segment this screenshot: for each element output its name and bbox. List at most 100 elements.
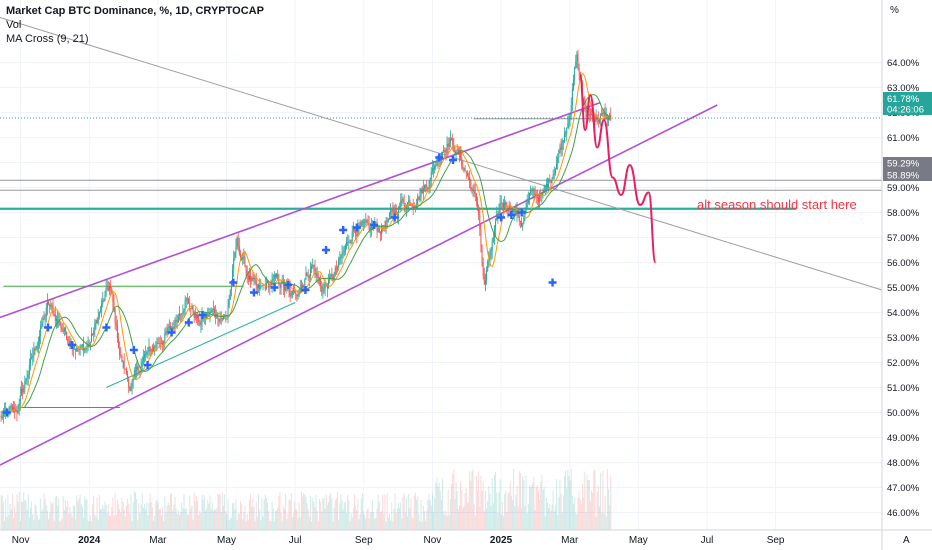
candle-body bbox=[9, 406, 11, 410]
candle-body bbox=[66, 331, 68, 339]
volume-bar bbox=[576, 514, 578, 530]
volume-bar bbox=[148, 502, 150, 530]
volume-bar bbox=[90, 521, 92, 530]
volume-bar bbox=[236, 520, 238, 530]
candle-body bbox=[537, 197, 539, 202]
volume-bar bbox=[447, 489, 449, 530]
candle-body bbox=[470, 180, 472, 189]
candle-body bbox=[78, 349, 80, 350]
volume-bar bbox=[405, 498, 407, 530]
volume-bar bbox=[505, 491, 507, 530]
auto-scale-button[interactable]: A bbox=[903, 535, 910, 546]
volume-bar bbox=[308, 516, 310, 530]
candle-body bbox=[384, 225, 386, 229]
candle-body bbox=[480, 228, 482, 247]
candle-body bbox=[132, 376, 134, 381]
volume-bar bbox=[242, 519, 244, 530]
volume-bar bbox=[444, 514, 446, 530]
candle-body bbox=[536, 197, 538, 198]
candle-body bbox=[305, 272, 307, 280]
volume-bar bbox=[528, 485, 530, 530]
volume-bar bbox=[151, 507, 153, 530]
candle-body bbox=[346, 241, 348, 246]
volume-bar bbox=[343, 502, 345, 530]
volume-bar bbox=[235, 498, 237, 530]
candle-body bbox=[601, 113, 603, 116]
volume-bar bbox=[304, 494, 306, 530]
candle-body bbox=[550, 181, 552, 183]
candle-body bbox=[393, 212, 395, 215]
volume-bar bbox=[102, 505, 104, 530]
candle-body bbox=[261, 285, 263, 287]
volume-bar bbox=[46, 510, 48, 530]
candle-body bbox=[168, 325, 170, 329]
candle-body bbox=[102, 300, 104, 304]
volume-bar bbox=[524, 506, 526, 530]
candle-body bbox=[190, 308, 192, 310]
volume-bar bbox=[251, 506, 253, 530]
candle-body bbox=[440, 154, 442, 157]
volume-bar bbox=[2, 501, 4, 530]
candle-body bbox=[528, 192, 530, 200]
y-tick-label: 47.00% bbox=[887, 483, 920, 494]
volume-bar bbox=[111, 507, 113, 530]
volume-bar bbox=[198, 514, 200, 530]
legend-title[interactable]: Market Cap BTC Dominance, %, 1D, CRYPTOC… bbox=[6, 5, 264, 17]
auto-scale-label[interactable]: A bbox=[903, 535, 910, 546]
volume-bar bbox=[437, 486, 439, 530]
cross-marker bbox=[44, 323, 53, 332]
volume-bar bbox=[322, 498, 324, 530]
volume-bar bbox=[34, 503, 36, 530]
candle-body bbox=[60, 325, 62, 329]
volume-bar bbox=[213, 509, 215, 530]
candle-body bbox=[229, 289, 231, 300]
candle-body bbox=[516, 210, 518, 215]
volume-bar bbox=[118, 503, 120, 530]
candle-body bbox=[8, 409, 10, 411]
volume-bar bbox=[261, 498, 263, 530]
long-trend-line bbox=[0, 17, 883, 291]
volume-bar bbox=[554, 504, 556, 530]
candle-body bbox=[193, 311, 195, 318]
candle-body bbox=[83, 344, 85, 351]
candle-body bbox=[338, 259, 340, 267]
candle-body bbox=[490, 250, 492, 256]
candle-body bbox=[163, 340, 165, 345]
volume-bar bbox=[460, 481, 462, 530]
candle-body bbox=[574, 67, 576, 80]
volume-bar bbox=[560, 493, 562, 530]
volume-bar bbox=[252, 498, 254, 530]
legend-vol[interactable]: Vol bbox=[6, 19, 22, 31]
volume-bar bbox=[517, 506, 519, 530]
candle-body bbox=[120, 354, 122, 356]
volume-bar bbox=[200, 513, 202, 530]
candle-body bbox=[191, 306, 193, 310]
volume-bar bbox=[267, 502, 269, 530]
candle-body bbox=[321, 285, 323, 293]
volume-bar bbox=[423, 511, 425, 530]
candle-body bbox=[396, 213, 398, 216]
volume-bar bbox=[500, 514, 502, 530]
volume-bar bbox=[329, 495, 331, 530]
cross-marker bbox=[229, 278, 238, 287]
candle-body bbox=[523, 216, 525, 224]
candle-body bbox=[39, 335, 41, 342]
candle-body bbox=[342, 252, 344, 254]
volume-bar bbox=[33, 519, 35, 530]
candle-body bbox=[547, 184, 549, 188]
candle-body bbox=[89, 342, 91, 347]
volume-bar bbox=[502, 515, 504, 530]
volume-bar bbox=[279, 492, 281, 530]
volume-bar bbox=[474, 515, 476, 530]
volume-bar bbox=[174, 496, 176, 530]
candle-body bbox=[417, 197, 419, 206]
legend-ma-cross[interactable]: MA Cross (9, 21) bbox=[6, 33, 89, 45]
candle-body bbox=[427, 188, 429, 190]
volume-bar bbox=[146, 502, 148, 530]
volume-bar bbox=[232, 503, 234, 530]
candle-body bbox=[307, 275, 309, 278]
volume-bar bbox=[367, 508, 369, 530]
candle-body bbox=[19, 394, 21, 403]
volume-bar bbox=[468, 502, 470, 530]
candle-body bbox=[130, 387, 132, 391]
